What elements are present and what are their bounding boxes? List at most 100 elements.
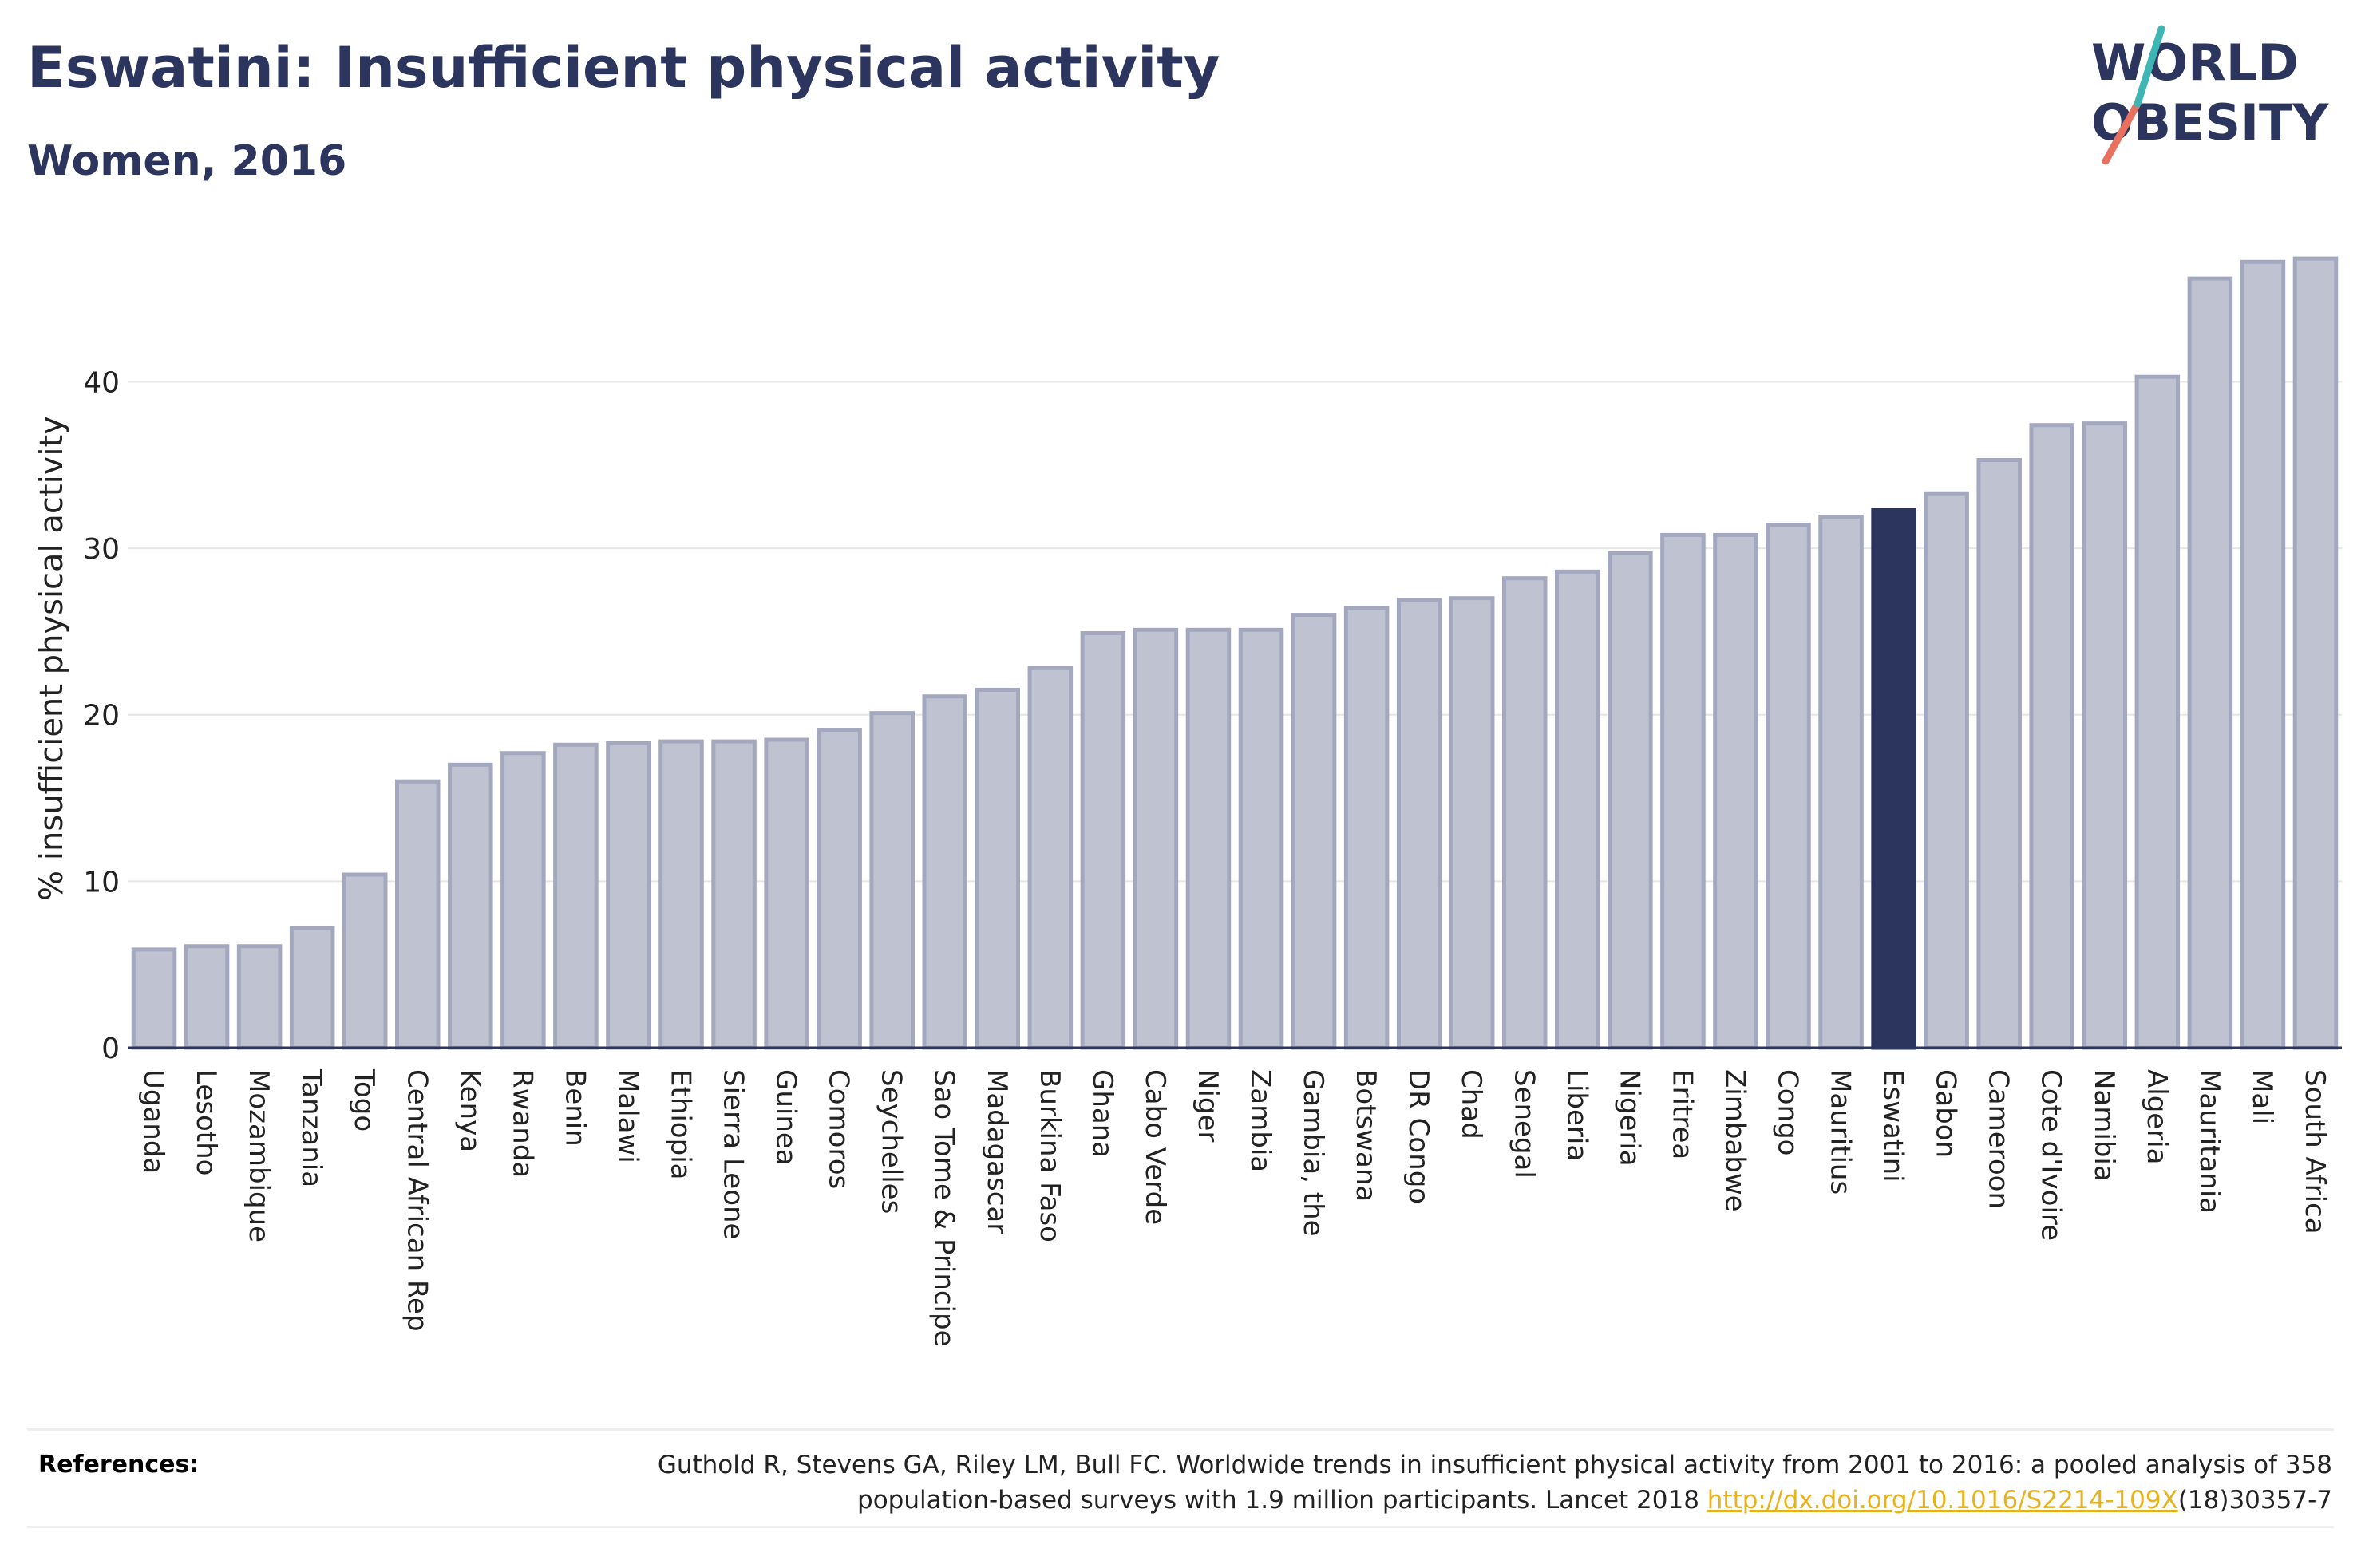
x-tick-label: DR Congo xyxy=(1402,1069,1434,1204)
x-tick-label: Lesotho xyxy=(190,1069,222,1175)
references-label: References: xyxy=(38,1451,200,1479)
bar xyxy=(2240,259,2286,1050)
x-tick-label: Sao Tome & Principe xyxy=(928,1069,960,1347)
x-tick-label: Cameroon xyxy=(1983,1069,2015,1209)
bar xyxy=(975,687,1021,1050)
bar xyxy=(817,728,862,1050)
y-tick-label: 40 xyxy=(83,366,120,399)
x-tick-label: Chad xyxy=(1455,1069,1487,1139)
x-tick-label: Namibia xyxy=(2088,1069,2120,1182)
bar xyxy=(184,944,230,1050)
bar xyxy=(1238,627,1284,1050)
bar xyxy=(448,762,493,1050)
x-tick-label: Malawi xyxy=(611,1069,643,1163)
bar xyxy=(922,694,967,1050)
bar xyxy=(764,737,809,1050)
x-tick-label: Niger xyxy=(1192,1069,1224,1142)
bar xyxy=(2134,374,2181,1050)
references-text: Guthold R, Stevens GA, Riley LM, Bull FC… xyxy=(496,1448,2332,1518)
bar xyxy=(1291,613,1337,1050)
x-tick-label: Guinea xyxy=(770,1069,802,1166)
x-tick-label: Gabon xyxy=(1930,1069,1962,1158)
bar xyxy=(131,947,177,1050)
x-tick-label: Zambia xyxy=(1244,1069,1276,1172)
x-tick-label: Ghana xyxy=(1086,1069,1118,1158)
x-tick-label: Zimbabwe xyxy=(1718,1069,1750,1212)
bar xyxy=(500,751,546,1050)
references-bottom-rule xyxy=(27,1526,2334,1528)
x-tick-label: Botswana xyxy=(1350,1069,1382,1202)
bar xyxy=(553,742,599,1050)
x-tick-label: Nigeria xyxy=(1613,1069,1645,1167)
world-obesity-logo: WORLD OBESITY xyxy=(2091,25,2329,165)
bar xyxy=(1608,551,1653,1050)
bars xyxy=(131,256,2339,1050)
x-tick-label: Ethiopia xyxy=(665,1069,697,1179)
bar xyxy=(1185,627,1232,1050)
logo-line1: WORLD xyxy=(2091,34,2299,92)
bar xyxy=(1133,627,1179,1050)
x-tick-label: Gambia, the xyxy=(1297,1069,1329,1237)
bar xyxy=(1713,532,1758,1050)
bar xyxy=(342,872,388,1050)
bar xyxy=(2082,421,2128,1050)
x-tick-label: Mauritania xyxy=(2193,1069,2225,1214)
y-tick-label: 0 xyxy=(101,1033,120,1065)
bar xyxy=(1027,666,1074,1050)
bar xyxy=(606,741,651,1050)
x-tick-label: Cote d'Ivoire xyxy=(2035,1069,2067,1241)
x-tick-label: Tanzania xyxy=(295,1068,327,1187)
reference-doi-link[interactable]: http://dx.doi.org/10.1016/S2214-109X xyxy=(1706,1486,2178,1515)
x-tick-label: South Africa xyxy=(2299,1069,2331,1234)
y-tick-label: 10 xyxy=(83,866,120,899)
bar xyxy=(2292,256,2339,1050)
x-tick-label: Benin xyxy=(559,1069,591,1147)
bar xyxy=(658,739,704,1050)
x-tick-label: Algeria xyxy=(2141,1069,2173,1164)
bar xyxy=(711,739,757,1050)
x-tick-label: Togo xyxy=(348,1068,380,1132)
references-top-rule xyxy=(27,1428,2334,1431)
bar xyxy=(1396,598,1442,1050)
bar xyxy=(395,779,441,1050)
x-tick-label: Mozambique xyxy=(243,1069,275,1242)
x-tick-label: Eswatini xyxy=(1877,1069,1909,1183)
logo-slash-teal-icon xyxy=(2134,25,2165,108)
bar xyxy=(1449,596,1495,1050)
x-tick-label: Eritrea xyxy=(1666,1069,1698,1159)
x-tick-label: Mauritius xyxy=(1825,1069,1857,1195)
y-axis-label: % insufficient physical activity xyxy=(34,416,70,901)
bar xyxy=(1660,532,1706,1050)
logo-slash-coral-icon xyxy=(2102,100,2142,165)
bar-highlight xyxy=(1871,508,1916,1050)
reference-line1: Guthold R, Stevens GA, Riley LM, Bull FC… xyxy=(657,1451,2332,1479)
x-tick-label: Kenya xyxy=(453,1069,485,1152)
reference-line2-prefix: population-based surveys with 1.9 millio… xyxy=(857,1486,1707,1515)
bar xyxy=(1555,569,1600,1050)
grid-lines xyxy=(128,381,2342,883)
bar xyxy=(1976,458,2022,1050)
bar xyxy=(1343,606,1390,1050)
x-tick-label: Congo xyxy=(1772,1069,1804,1155)
x-tick-label: Comoros xyxy=(823,1069,855,1189)
page-title: Eswatini: Insufficient physical activity xyxy=(27,35,1220,101)
bar xyxy=(289,926,335,1050)
x-axis-tick-labels: Uganda Lesotho Mozambique Tanzania Togo Centr… xyxy=(137,1068,2331,1347)
bar-chart: 0 10 20 30 40 Uganda Lesotho Mozambique Tanzani… xyxy=(34,256,2342,1347)
x-tick-label: Madagascar xyxy=(981,1069,1013,1234)
x-tick-label: Mali xyxy=(2246,1069,2278,1124)
x-tick-label: Central African Rep xyxy=(401,1069,433,1332)
bar xyxy=(869,711,915,1050)
x-tick-label: Sierra Leone xyxy=(718,1069,749,1239)
bar xyxy=(1818,514,1864,1050)
x-tick-label: Burkina Faso xyxy=(1034,1069,1066,1242)
y-tick-label: 20 xyxy=(83,700,120,733)
bar xyxy=(2029,423,2074,1050)
bar xyxy=(1080,631,1126,1050)
y-tick-label: 30 xyxy=(83,533,120,566)
bar xyxy=(236,944,283,1050)
bar xyxy=(2187,276,2233,1050)
x-tick-label: Cabo Verde xyxy=(1139,1069,1171,1225)
page-subtitle: Women, 2016 xyxy=(27,137,347,185)
x-tick-label: Liberia xyxy=(1560,1069,1592,1161)
